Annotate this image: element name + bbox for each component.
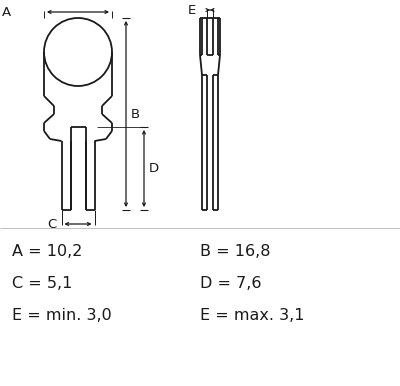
Text: D: D — [149, 162, 159, 175]
Text: E = max. 3,1: E = max. 3,1 — [200, 308, 304, 323]
Text: B: B — [131, 107, 140, 120]
Text: C: C — [48, 218, 57, 232]
Text: A: A — [2, 7, 11, 20]
Text: C = 5,1: C = 5,1 — [12, 276, 72, 291]
Text: E = min. 3,0: E = min. 3,0 — [12, 308, 112, 323]
Text: A = 10,2: A = 10,2 — [12, 244, 82, 259]
Text: E: E — [188, 5, 196, 17]
Text: D = 7,6: D = 7,6 — [200, 276, 262, 291]
Text: B = 16,8: B = 16,8 — [200, 244, 270, 259]
